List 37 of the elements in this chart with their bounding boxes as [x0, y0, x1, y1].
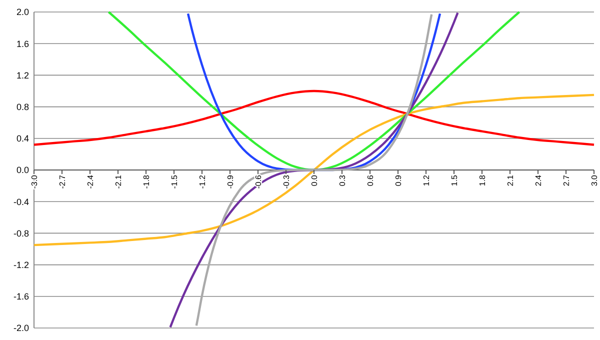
- x-tick-label: 0.3: [338, 174, 347, 186]
- y-tick-label: -2.0: [13, 323, 29, 334]
- x-tick-label: 1.8: [478, 174, 487, 186]
- y-tick-label: 0.8: [16, 102, 29, 112]
- x-tick-label: -1.8: [142, 174, 151, 189]
- y-tick-label: 1.6: [16, 38, 29, 49]
- x-tick-label: 2.4: [534, 174, 543, 186]
- x-tick-label: 3.0: [590, 174, 599, 186]
- x-tick-label: 0.0: [310, 174, 319, 186]
- line-series: [169, 12, 459, 328]
- y-tick-label: -0.8: [13, 228, 29, 238]
- y-tick-label: -0.4: [13, 196, 29, 207]
- line-series: [195, 13, 433, 327]
- x-tick-label: -1.2: [198, 174, 207, 189]
- x-tick-label: -1.5: [170, 174, 179, 189]
- x-tick-label: 0.6: [366, 174, 375, 186]
- y-tick-label: -1.2: [13, 260, 29, 270]
- x-tick-label: -0.6: [254, 174, 263, 189]
- x-tick-label: -0.9: [226, 174, 235, 189]
- x-tick-label: 1.2: [422, 174, 431, 186]
- y-tick-label: -1.6: [13, 292, 29, 302]
- x-tick-label: 0.9: [394, 174, 403, 186]
- line-series: [32, 94, 596, 246]
- x-tick-label: 2.7: [562, 174, 571, 186]
- x-tick-label: -0.3: [282, 174, 291, 189]
- line-series: [108, 10, 520, 172]
- y-tick-label: 0.4: [16, 134, 29, 144]
- x-tick-label: 1.5: [450, 174, 459, 186]
- y-tick-label: 1.2: [16, 70, 29, 80]
- x-tick-label: -2.4: [86, 174, 95, 189]
- line-series: [32, 90, 596, 146]
- x-tick-label: 2.1: [506, 174, 515, 186]
- y-tick-label: 0.0: [16, 165, 29, 176]
- x-tick-label: -2.7: [58, 174, 67, 189]
- y-tick-label: 2.0: [16, 7, 29, 18]
- x-tick-label: -2.1: [114, 174, 123, 189]
- x-tick-label: -3.0: [30, 174, 39, 189]
